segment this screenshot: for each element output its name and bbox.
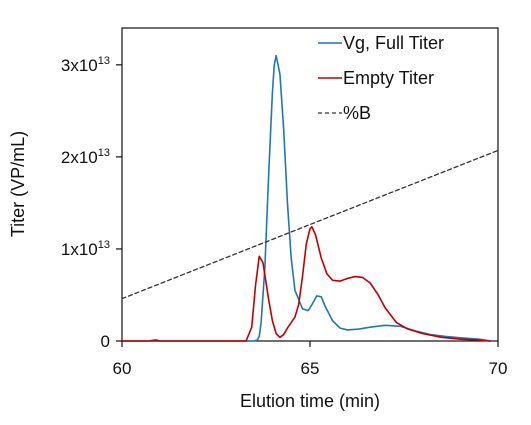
legend-label-0: Vg, Full Titer	[343, 33, 444, 53]
series-line-1	[121, 226, 492, 342]
y-tick-label-0: 0	[101, 332, 110, 351]
y-tick-label-3: 3x1013	[61, 55, 110, 75]
x-tick-label-0: 60	[113, 359, 132, 378]
legend-label-1: Empty Titer	[343, 68, 434, 88]
series-line-0	[121, 54, 492, 342]
x-tick-label-2: 70	[489, 359, 508, 378]
plot-frame	[121, 27, 499, 342]
y-tick-label-2: 2x1013	[61, 147, 110, 167]
y-axis-title: Titer (VP/mL)	[8, 131, 28, 237]
series-line-2	[121, 149, 499, 300]
x-axis-title: Elution time (min)	[240, 391, 380, 411]
legend: Vg, Full Titer Empty Titer %B	[318, 33, 444, 123]
legend-label-2: %B	[343, 103, 371, 123]
x-tick-label-1: 65	[301, 359, 320, 378]
tick-layer: 60 65 70 0 1x1013 2x1013 3x1013	[61, 55, 508, 378]
series-layer	[121, 54, 499, 342]
y-tick-label-1: 1x1013	[61, 239, 110, 259]
